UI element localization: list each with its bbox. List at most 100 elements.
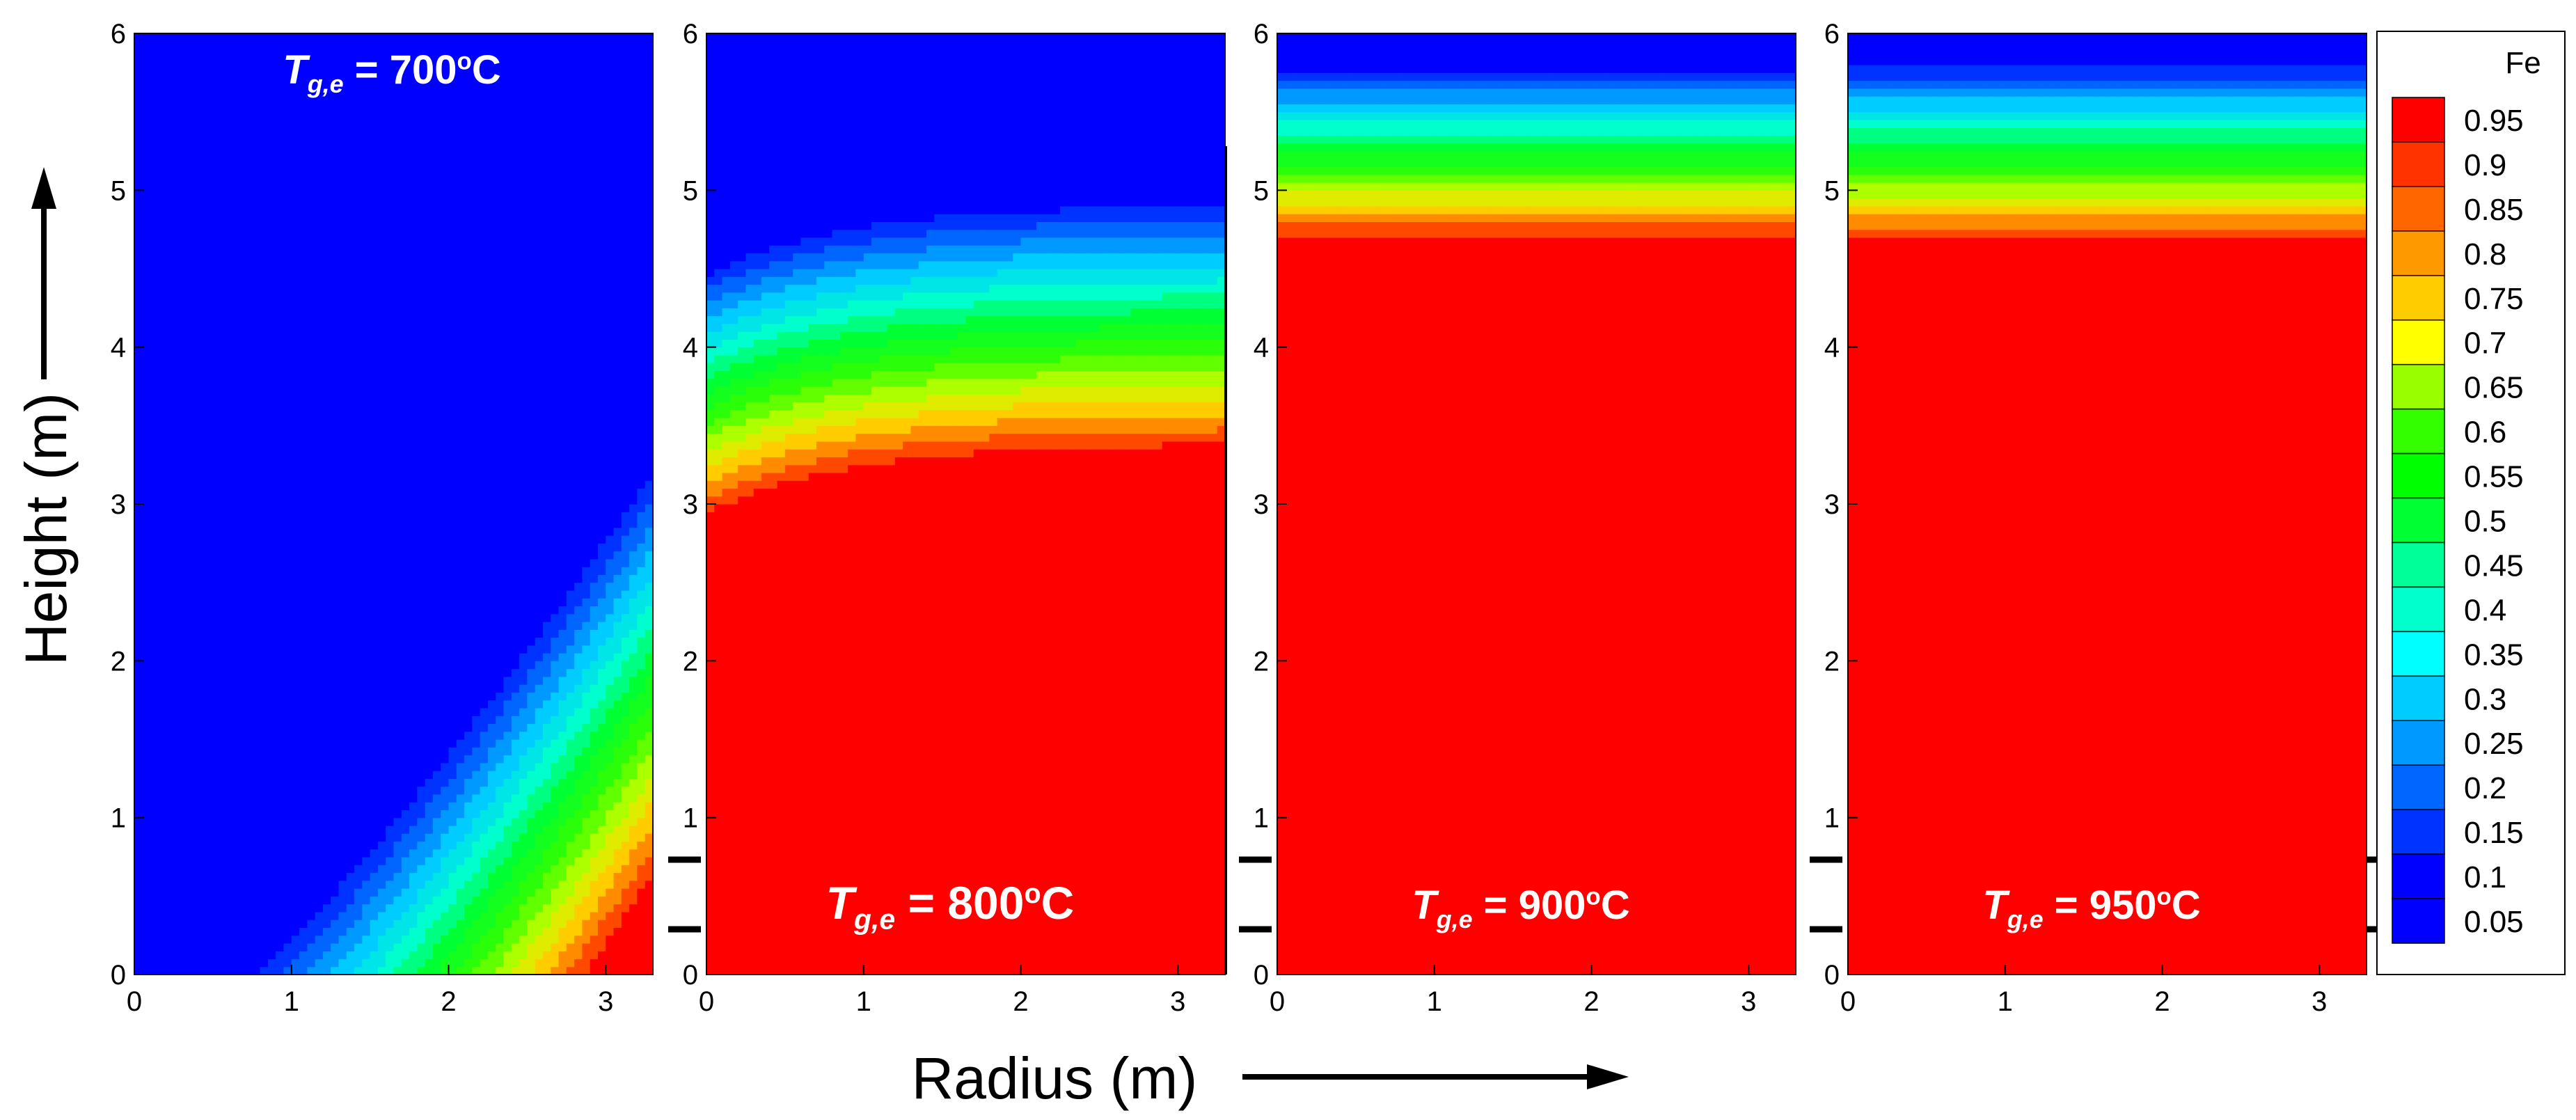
contour-cell <box>386 104 395 113</box>
contour-cell <box>346 872 355 881</box>
contour-cell <box>197 786 206 795</box>
contour-cell <box>331 292 340 301</box>
contour-cell <box>150 198 159 207</box>
contour-cell <box>370 582 379 591</box>
contour-cell <box>157 888 166 897</box>
contour-cell <box>307 622 316 630</box>
contour-cell <box>276 951 285 960</box>
contour-cell <box>331 684 340 693</box>
contour-cell <box>432 771 441 779</box>
contour-cell <box>212 519 221 528</box>
contour-cell <box>189 716 198 725</box>
contour-cell <box>173 72 182 81</box>
contour-cell <box>370 182 379 191</box>
contour-cell <box>315 159 324 168</box>
contour-cell <box>299 622 308 630</box>
contour-cell <box>346 354 355 363</box>
contour-cell <box>228 684 237 693</box>
contour-cell <box>260 857 269 865</box>
contour-cell <box>150 135 159 144</box>
contour-cell <box>260 378 269 387</box>
contour-cell <box>181 245 190 254</box>
contour-cell <box>370 480 379 489</box>
contour-cell <box>315 582 324 591</box>
contour-cell <box>346 629 355 638</box>
contour-cell <box>354 582 363 591</box>
contour-cell <box>260 747 269 756</box>
contour-cell <box>134 190 143 199</box>
contour-cell <box>331 920 340 928</box>
contour-cell <box>197 598 206 607</box>
contour-cell <box>370 370 379 379</box>
contour-cell <box>425 190 434 199</box>
contour-cell <box>212 174 221 183</box>
contour-cell <box>244 927 253 936</box>
contour-cell <box>252 433 261 442</box>
contour-cell <box>299 488 308 497</box>
contour-cell <box>338 370 347 379</box>
contour-cell <box>307 707 316 716</box>
contour-cell <box>236 794 245 803</box>
contour-cell <box>173 221 182 230</box>
contour-cell <box>386 700 395 709</box>
contour-cell <box>142 472 151 481</box>
contour-cell <box>393 606 402 615</box>
contour-cell <box>354 354 363 363</box>
contour-cell <box>267 904 276 913</box>
contour-cell <box>346 300 355 308</box>
contour-cell <box>276 872 285 881</box>
contour-cell <box>386 425 395 434</box>
contour-cell <box>150 80 159 89</box>
contour-cell <box>157 496 166 505</box>
contour-cell <box>322 65 331 73</box>
contour-cell <box>260 543 269 552</box>
contour-cell <box>432 151 441 159</box>
contour-cell <box>331 567 340 575</box>
contour-cell <box>189 174 198 183</box>
contour-cell <box>346 778 355 787</box>
contour-cell <box>362 127 371 136</box>
contour-cell <box>134 135 143 144</box>
contour-cell <box>346 190 355 199</box>
contour-cell <box>354 347 363 356</box>
contour-cell <box>307 315 316 324</box>
contour-cell <box>173 629 182 638</box>
contour-cell <box>150 260 159 269</box>
contour-cell <box>244 49 253 58</box>
contour-cell <box>386 260 395 269</box>
contour-cell <box>425 920 434 928</box>
contour-cell <box>221 771 230 779</box>
contour-cell <box>346 143 355 152</box>
contour-cell <box>354 911 363 920</box>
contour-cell <box>432 911 441 920</box>
contour-cell <box>260 269 269 277</box>
contour-cell <box>197 496 206 505</box>
contour-cell <box>134 49 143 58</box>
contour-cell <box>346 692 355 701</box>
contour-cell <box>189 668 198 677</box>
contour-cell <box>331 198 340 207</box>
contour-cell <box>448 308 457 317</box>
contour-cell <box>393 488 402 497</box>
contour-cell <box>181 323 190 332</box>
contour-cell <box>425 214 434 222</box>
contour-cell <box>354 896 363 905</box>
contour-cell <box>409 739 418 748</box>
contour-cell <box>377 88 386 97</box>
contour-cell <box>276 825 285 834</box>
contour-cell <box>236 966 245 975</box>
contour-cell <box>417 802 426 810</box>
contour-cell <box>173 339 182 348</box>
contour-cell <box>236 778 245 787</box>
contour-cell <box>260 488 269 497</box>
contour-cell <box>189 817 198 826</box>
contour-cell <box>181 221 190 230</box>
contour-cell <box>267 942 276 952</box>
contour-cell <box>157 865 166 874</box>
contour-cell <box>276 535 285 544</box>
contour-cell <box>354 927 363 936</box>
contour-cell <box>236 33 245 42</box>
contour-cell <box>315 229 324 238</box>
contour-cell <box>205 567 214 575</box>
contour-cell <box>189 825 198 834</box>
